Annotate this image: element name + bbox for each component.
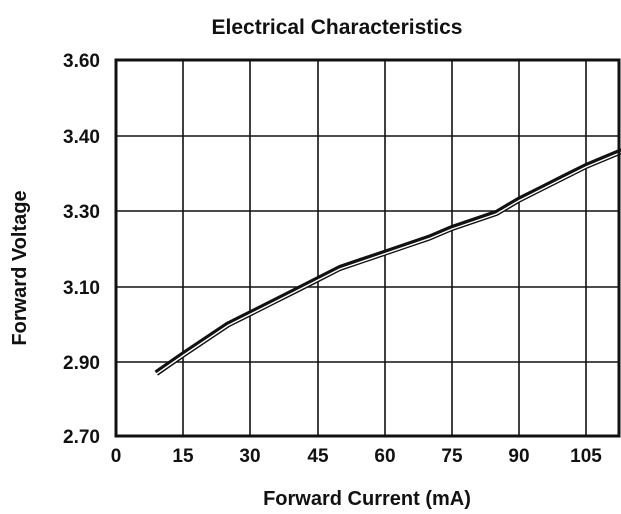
y-tick-label: 2.70 <box>63 427 100 448</box>
y-tick-label: 3.30 <box>63 202 100 223</box>
x-tick-label: 15 <box>172 446 194 467</box>
y-tick-label: 3.10 <box>63 278 100 299</box>
plot-frame <box>116 60 619 436</box>
x-tick-label: 75 <box>441 446 463 467</box>
x-tick-label: 30 <box>239 446 260 467</box>
x-tick-label: 90 <box>508 446 529 467</box>
x-tick-label: 0 <box>111 446 122 467</box>
y-tick-labels: 2.70 2.90 3.10 3.30 3.40 3.60 <box>63 51 100 448</box>
chart-title: Electrical Characteristics <box>212 16 463 39</box>
x-tick-label: 60 <box>374 446 395 467</box>
y-tick-label: 3.40 <box>63 127 100 148</box>
series-group <box>156 151 621 374</box>
y-tick-label: 2.90 <box>63 353 100 374</box>
x-tick-labels: 0 15 30 45 60 75 90 105 <box>111 446 603 467</box>
x-tick-label: 45 <box>307 446 329 467</box>
x-tick-label: 105 <box>570 446 602 467</box>
y-tick-label: 3.60 <box>63 51 100 72</box>
x-axis-label: Forward Current (mA) <box>263 488 471 510</box>
y-axis-label: Forward Voltage <box>9 190 31 345</box>
grid-lines <box>116 60 619 436</box>
